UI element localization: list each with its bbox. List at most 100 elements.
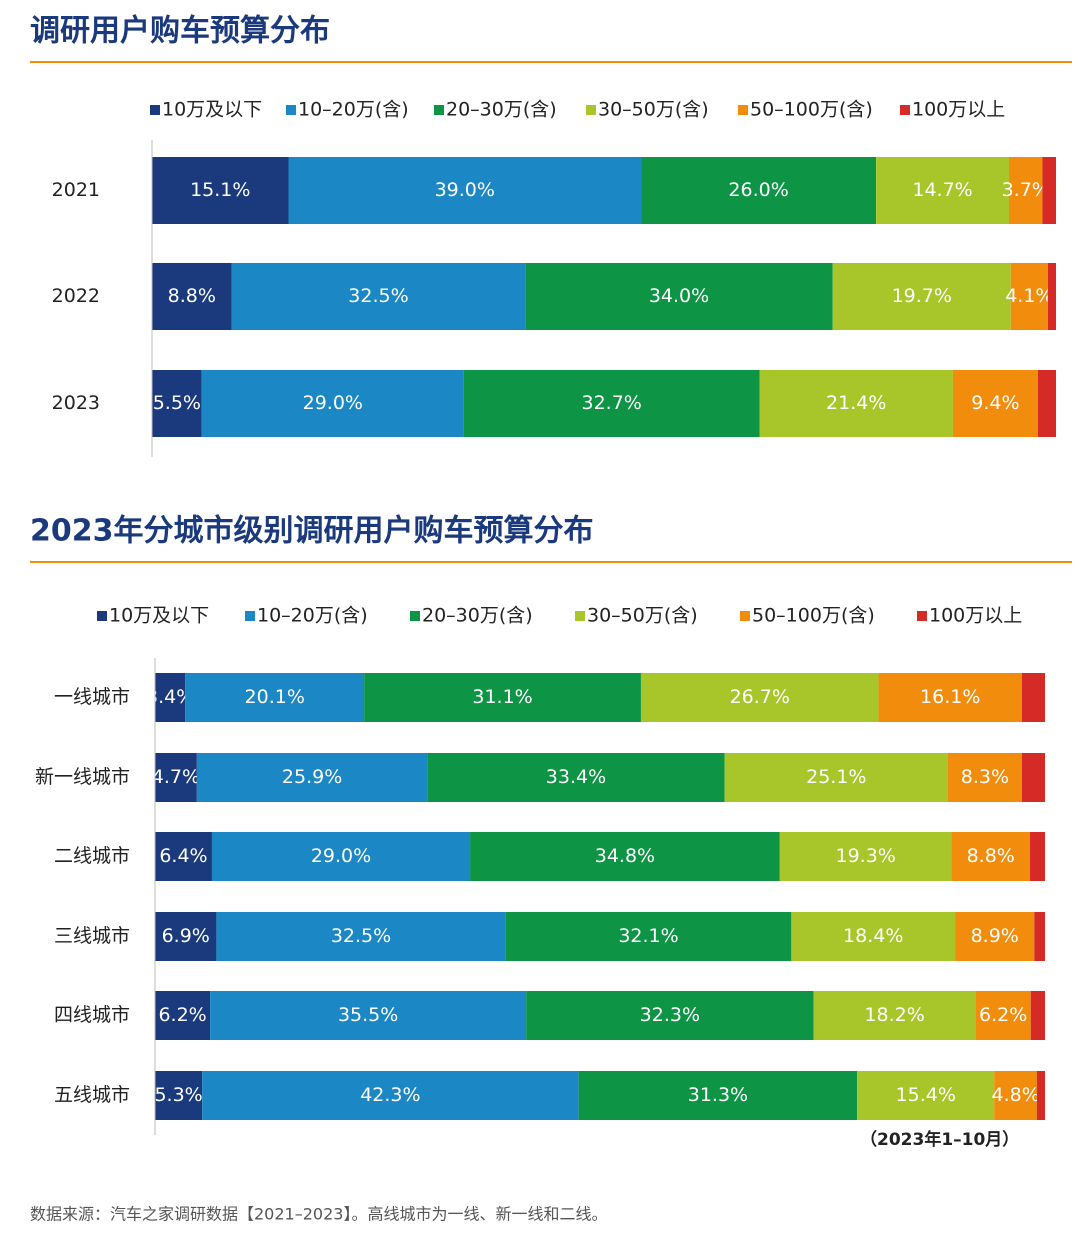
legend-label: 20–30万(含) bbox=[446, 99, 557, 121]
y-tick-label: 三线城市 bbox=[54, 925, 130, 947]
legend-label: 50–100万(含) bbox=[750, 99, 873, 121]
legend-swatch bbox=[434, 105, 444, 115]
data-label: 18.2% bbox=[864, 1004, 924, 1026]
legend-label: 10–20万(含) bbox=[298, 99, 409, 121]
data-label: 15.4% bbox=[896, 1084, 956, 1106]
bar-segment bbox=[216, 912, 506, 961]
bar-segment bbox=[155, 991, 211, 1040]
bar-segment bbox=[155, 673, 186, 722]
bar-segment bbox=[994, 1071, 1037, 1120]
bar-segment bbox=[724, 753, 948, 802]
y-tick-label: 五线城市 bbox=[54, 1084, 130, 1106]
data-label: 31.1% bbox=[472, 686, 532, 708]
bar-segment bbox=[152, 370, 202, 437]
legend-label: 10万及以下 bbox=[162, 99, 262, 121]
data-label: 8.8% bbox=[168, 285, 216, 307]
data-label: 4.7% bbox=[152, 766, 200, 788]
data-label: 14.7% bbox=[912, 179, 972, 201]
data-label: 4.1% bbox=[1005, 285, 1053, 307]
y-tick-label: 2021 bbox=[52, 179, 100, 201]
legend-label: 20–30万(含) bbox=[422, 605, 533, 627]
bar-segment bbox=[640, 673, 879, 722]
data-label: 31.3% bbox=[688, 1084, 748, 1106]
bar-segment bbox=[155, 753, 197, 802]
bar-segment bbox=[878, 673, 1022, 722]
bar-segment bbox=[857, 1071, 995, 1120]
legend-swatch bbox=[900, 105, 910, 115]
bar-segment bbox=[955, 912, 1035, 961]
y-tick-label: 新一线城市 bbox=[35, 766, 130, 788]
legend-swatch bbox=[97, 611, 107, 621]
data-label: 26.0% bbox=[728, 179, 788, 201]
data-label: 34.8% bbox=[595, 845, 655, 867]
data-label: 42.3% bbox=[360, 1084, 420, 1106]
bar-segment bbox=[951, 832, 1030, 881]
bar-segment bbox=[196, 753, 428, 802]
bar-segment bbox=[1042, 157, 1056, 224]
y-tick-label: 四线城市 bbox=[54, 1004, 130, 1026]
y-tick-label: 2022 bbox=[52, 285, 100, 307]
data-label: 19.7% bbox=[892, 285, 952, 307]
bar-segment bbox=[641, 157, 877, 224]
data-label: 3.7% bbox=[1002, 179, 1050, 201]
data-label: 6.2% bbox=[979, 1004, 1027, 1026]
bar-segment bbox=[1036, 1071, 1045, 1120]
chart-title: 调研用户购车预算分布 bbox=[30, 14, 330, 49]
data-label: 21.4% bbox=[826, 392, 886, 414]
bar-segment bbox=[1021, 753, 1045, 802]
bar-segment bbox=[813, 991, 976, 1040]
bar-segment bbox=[791, 912, 956, 961]
data-label: 32.7% bbox=[582, 392, 642, 414]
bar-segment bbox=[152, 157, 289, 224]
bar-segment bbox=[470, 832, 780, 881]
chart-title: 2023年分城市级别调研用户购车预算分布 bbox=[30, 514, 594, 549]
bar-segment bbox=[1034, 912, 1045, 961]
data-label: 16.1% bbox=[920, 686, 980, 708]
data-label: 29.0% bbox=[303, 392, 363, 414]
data-label: 34.0% bbox=[649, 285, 709, 307]
data-label: 15.1% bbox=[190, 179, 250, 201]
bar-segment bbox=[526, 991, 814, 1040]
data-label: 25.1% bbox=[806, 766, 866, 788]
bar-segment bbox=[1030, 991, 1045, 1040]
bar-segment bbox=[152, 263, 232, 330]
legend-swatch bbox=[575, 611, 585, 621]
data-label: 32.3% bbox=[640, 1004, 700, 1026]
source: 数据来源：汽车之家调研数据【2021–2023】。高线城市为一线、新一线和二线。 bbox=[30, 1205, 607, 1224]
data-label: 20.1% bbox=[245, 686, 305, 708]
data-label: 8.3% bbox=[961, 766, 1009, 788]
data-label: 29.0% bbox=[311, 845, 371, 867]
bar-segment bbox=[779, 832, 952, 881]
bar-segment bbox=[832, 263, 1011, 330]
legend-label: 10万及以下 bbox=[109, 605, 209, 627]
bar-segment bbox=[947, 753, 1022, 802]
data-label: 32.5% bbox=[331, 925, 391, 947]
data-label: 6.9% bbox=[162, 925, 210, 947]
legend-swatch bbox=[410, 611, 420, 621]
data-label: 19.3% bbox=[835, 845, 895, 867]
bar-segment bbox=[1029, 832, 1045, 881]
legend-swatch bbox=[917, 611, 927, 621]
bar-segment bbox=[155, 912, 217, 961]
bar-segment bbox=[288, 157, 642, 224]
bar-segment bbox=[155, 1071, 203, 1120]
bar-segment bbox=[1021, 673, 1045, 722]
legend-label: 30–50万(含) bbox=[587, 605, 698, 627]
data-label: 4.8% bbox=[991, 1084, 1039, 1106]
data-label: 8.8% bbox=[967, 845, 1015, 867]
bar-segment bbox=[1010, 263, 1048, 330]
bar-segment bbox=[1047, 263, 1056, 330]
bar-segment bbox=[201, 370, 464, 437]
bar-segment bbox=[463, 370, 760, 437]
data-label: 26.7% bbox=[730, 686, 790, 708]
legend-swatch bbox=[150, 105, 160, 115]
bar-segment bbox=[155, 832, 212, 881]
bar-segment bbox=[1008, 157, 1043, 224]
bar-segment bbox=[231, 263, 526, 330]
data-label: 32.5% bbox=[348, 285, 408, 307]
bar-segment bbox=[952, 370, 1038, 437]
legend-label: 10–20万(含) bbox=[257, 605, 368, 627]
legend-swatch bbox=[738, 105, 748, 115]
